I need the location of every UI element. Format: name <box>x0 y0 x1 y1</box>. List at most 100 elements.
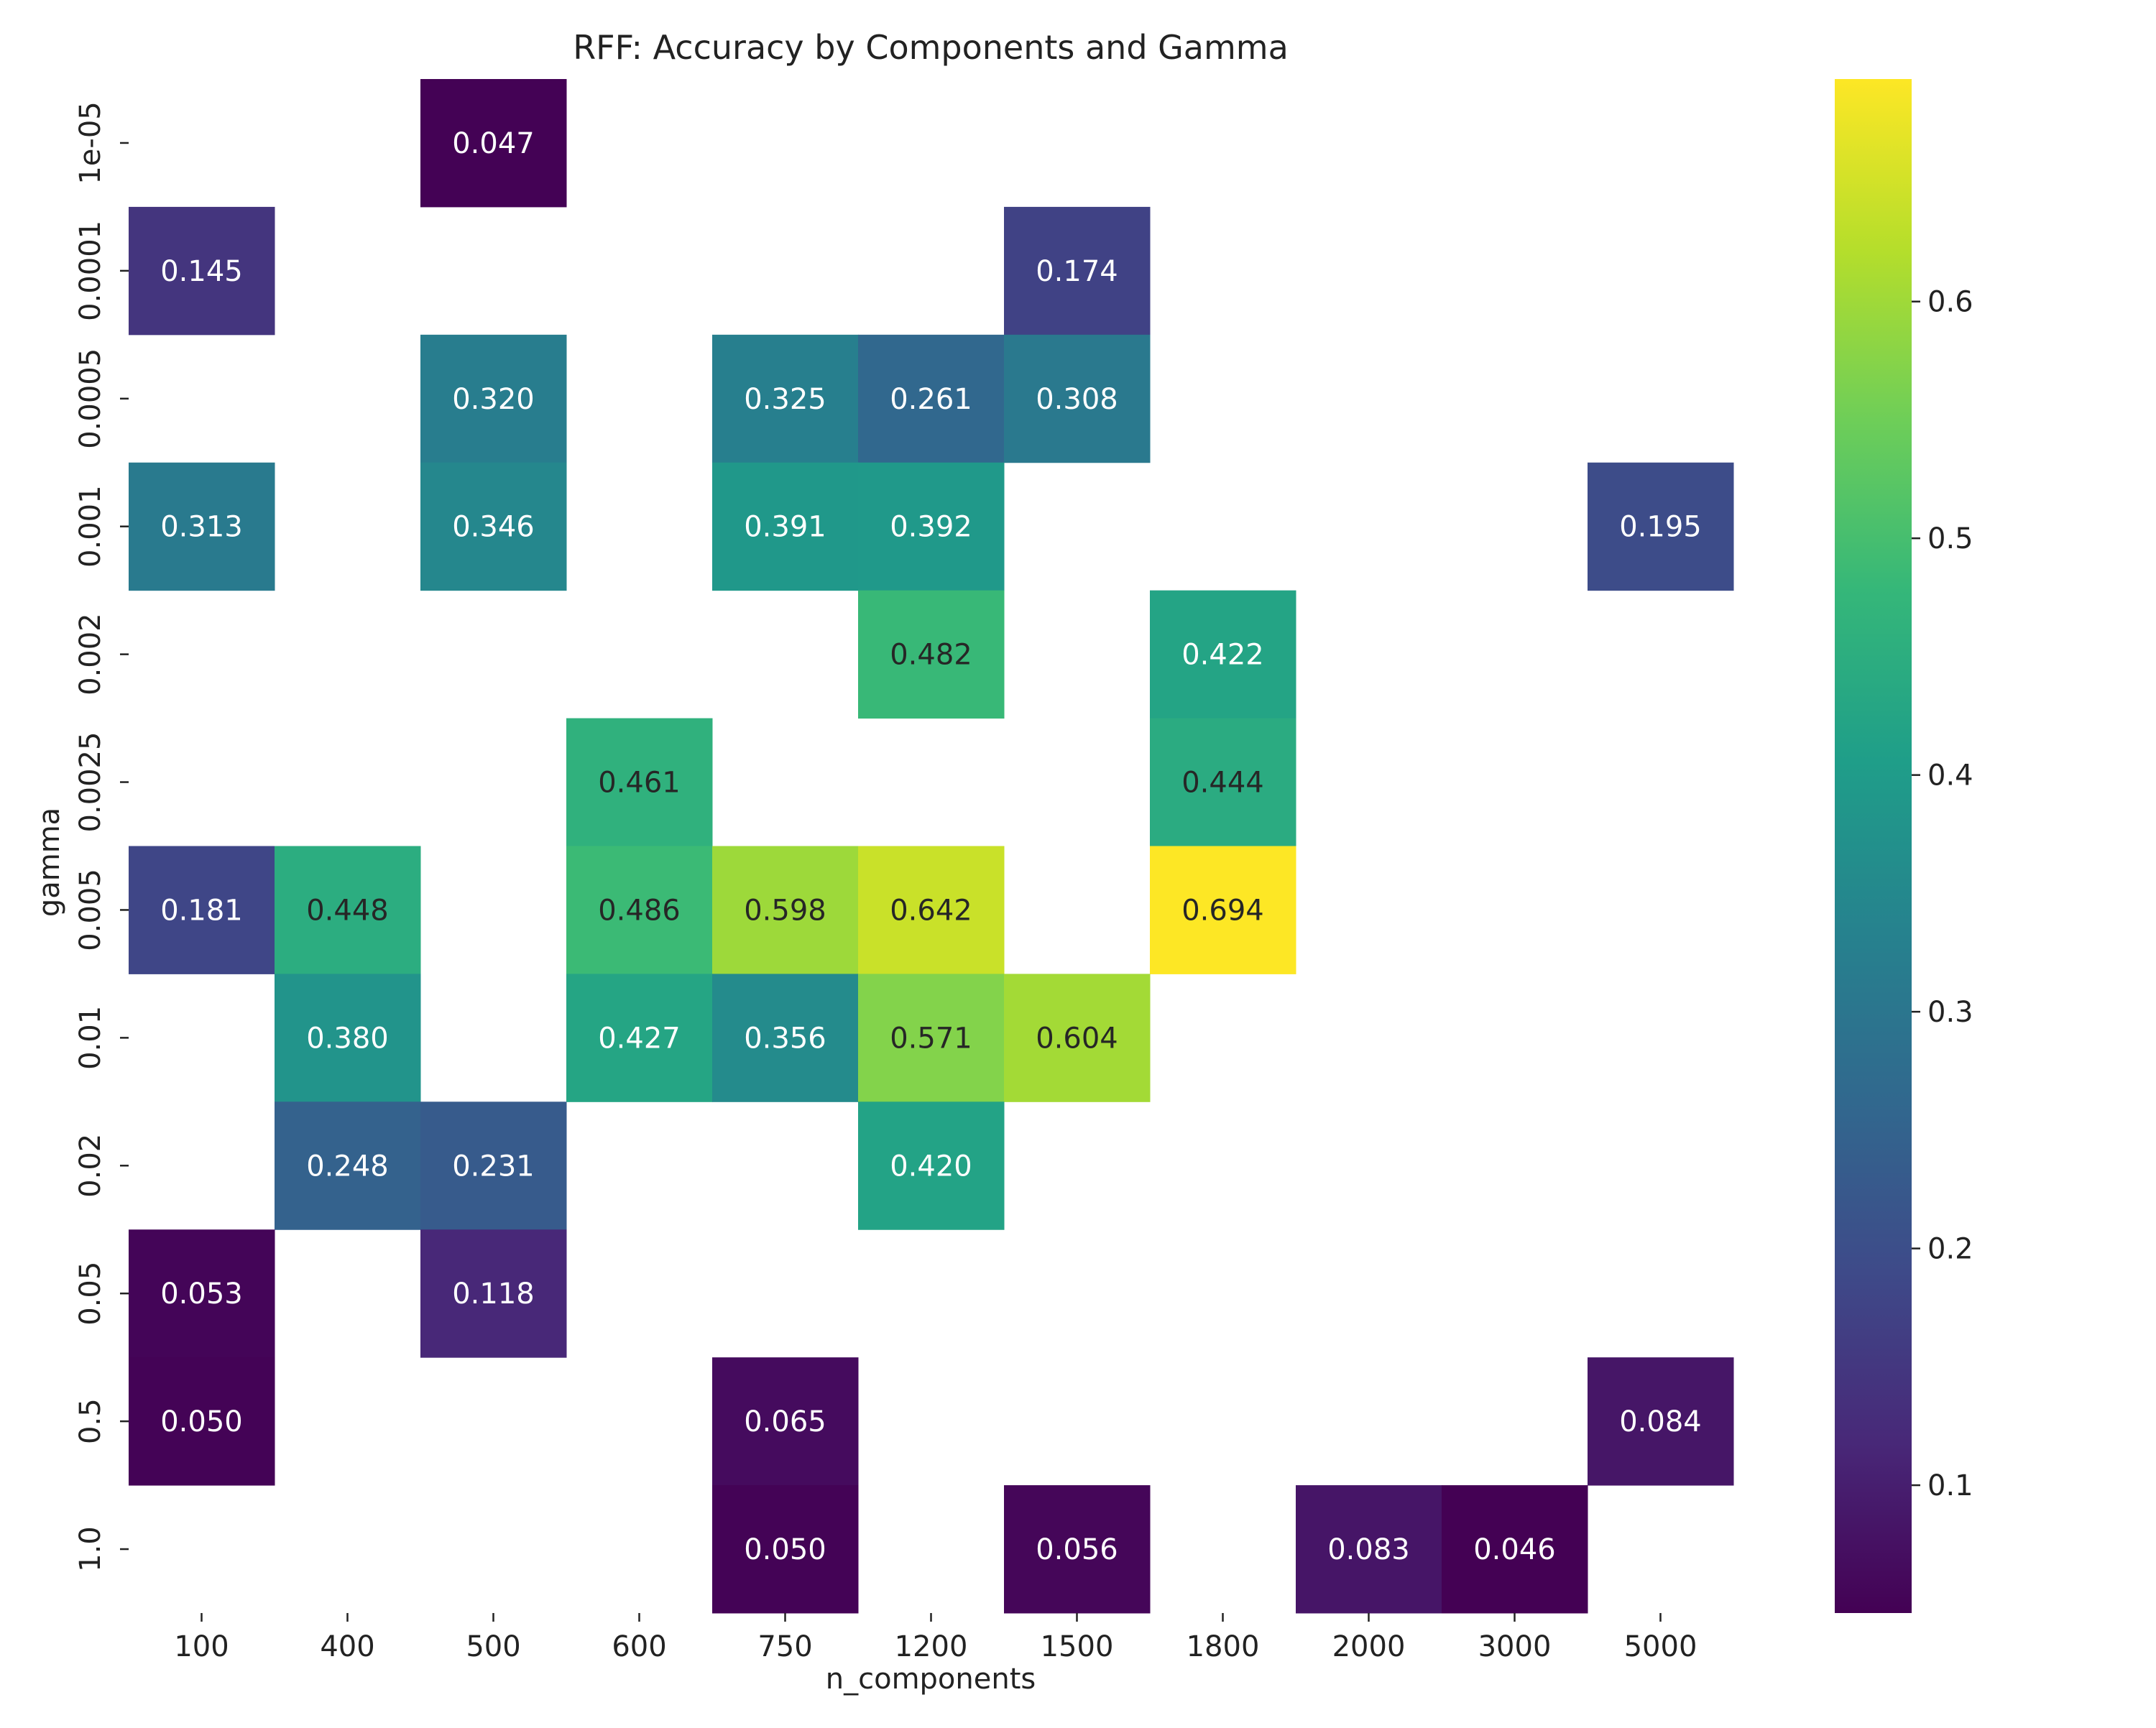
y-tick-label: 0.01 <box>74 1006 107 1070</box>
heatmap-cell <box>712 1485 859 1614</box>
colorbar-tick-label: 0.2 <box>1927 1233 1973 1266</box>
cell-value-label: 0.231 <box>452 1150 535 1183</box>
heatmap-cell <box>1588 462 1734 591</box>
y-tick-label: 0.001 <box>74 485 107 568</box>
heatmap-cell <box>1004 206 1151 336</box>
cell-value-label: 0.248 <box>306 1150 389 1183</box>
heatmap-cell <box>858 1101 1005 1230</box>
heatmap-cell <box>1004 974 1151 1102</box>
heatmap-cell <box>420 462 567 591</box>
cell-value-label: 0.046 <box>1473 1533 1556 1566</box>
colorbar-tick-label: 0.4 <box>1927 759 1973 793</box>
heatmap-cell <box>1588 1357 1734 1486</box>
cell-value-label: 0.308 <box>1036 383 1118 416</box>
y-tick-label: 0.0005 <box>74 348 107 449</box>
y-axis-label: gamma <box>33 808 66 917</box>
cell-value-label: 0.420 <box>890 1150 972 1183</box>
x-tick-label: 1800 <box>1187 1630 1260 1663</box>
heatmap-cell <box>712 974 859 1102</box>
colorbar-tick-label: 0.6 <box>1927 286 1973 319</box>
colorbar-tick-label: 0.5 <box>1927 522 1973 555</box>
x-tick-label: 500 <box>466 1630 520 1663</box>
cell-value-label: 0.598 <box>744 894 826 927</box>
cell-value-label: 0.181 <box>160 894 243 927</box>
heatmap-cells: 0.047 0.145 0.174 0.320 0.325 0.261 0.308 0.313… <box>129 79 1734 1614</box>
heatmap-cell <box>858 590 1005 719</box>
heatmap-cell <box>712 846 859 974</box>
x-tick-label: 600 <box>612 1630 666 1663</box>
cell-value-label: 0.694 <box>1181 894 1264 927</box>
colorbar-gradient <box>1835 79 1912 1613</box>
heatmap-cell <box>566 718 713 846</box>
cell-value-label: 0.571 <box>890 1022 972 1055</box>
cell-value-label: 0.047 <box>452 127 535 160</box>
cell-value-label: 0.604 <box>1036 1022 1118 1055</box>
y-tick-label: 0.0001 <box>74 221 107 321</box>
cell-value-label: 0.174 <box>1036 255 1118 288</box>
cell-value-label: 0.056 <box>1036 1533 1118 1566</box>
colorbar-tick-label: 0.1 <box>1927 1469 1973 1502</box>
cell-value-label: 0.195 <box>1619 511 1702 544</box>
heatmap-cell <box>275 846 421 974</box>
cell-value-label: 0.145 <box>160 255 243 288</box>
cell-value-label: 0.118 <box>452 1277 535 1311</box>
x-tick-label: 750 <box>757 1630 812 1663</box>
heatmap-cell <box>858 846 1005 974</box>
cell-value-label: 0.083 <box>1327 1533 1410 1566</box>
cell-value-label: 0.392 <box>890 511 972 544</box>
cell-value-label: 0.065 <box>744 1405 826 1438</box>
cell-value-label: 0.325 <box>744 383 826 416</box>
cell-value-label: 0.482 <box>890 639 972 672</box>
heatmap-cell <box>420 1229 567 1358</box>
heatmap-cell <box>712 462 859 591</box>
y-tick-label: 0.02 <box>74 1134 107 1198</box>
x-tick-label: 1500 <box>1041 1630 1114 1663</box>
cell-value-label: 0.461 <box>598 767 681 800</box>
colorbar: 0.1 0.2 0.3 0.4 0.5 0.6 <box>1835 79 1973 1613</box>
heatmap-cell <box>712 334 859 463</box>
cell-value-label: 0.486 <box>598 894 681 927</box>
y-axis-ticks: 1e-05 0.0001 0.0005 0.001 0.002 0.0025 0.005 0.… <box>74 101 129 1572</box>
heatmap-cell <box>275 1101 421 1230</box>
heatmap-cell <box>858 334 1005 463</box>
x-tick-label: 5000 <box>1624 1630 1697 1663</box>
x-tick-label: 2000 <box>1332 1630 1406 1663</box>
x-tick-label: 1200 <box>895 1630 968 1663</box>
heatmap-cell <box>1004 334 1151 463</box>
cell-value-label: 0.356 <box>744 1022 826 1055</box>
x-axis-ticks: 100 400 500 600 750 1200 1500 1800 2000 3000 5000 <box>174 1613 1697 1663</box>
y-tick-label: 1e-05 <box>74 101 107 184</box>
heatmap-cell <box>858 974 1005 1102</box>
heatmap-cell <box>420 79 567 208</box>
cell-value-label: 0.427 <box>598 1022 681 1055</box>
cell-value-label: 0.642 <box>890 894 972 927</box>
heatmap-cell <box>566 846 713 974</box>
x-tick-label: 100 <box>174 1630 229 1663</box>
cell-value-label: 0.313 <box>160 511 243 544</box>
heatmap-cell <box>1004 1485 1151 1614</box>
cell-value-label: 0.261 <box>890 383 972 416</box>
heatmap-cell <box>1442 1485 1588 1614</box>
heatmap-cell <box>1296 1485 1442 1614</box>
cell-value-label: 0.320 <box>452 383 535 416</box>
heatmap-cell <box>420 1101 567 1230</box>
heatmap-cell <box>1150 718 1296 846</box>
heatmap-cell <box>129 1229 275 1358</box>
cell-value-label: 0.346 <box>452 511 535 544</box>
heatmap-cell <box>858 462 1005 591</box>
cell-value-label: 0.444 <box>1181 767 1264 800</box>
cell-value-label: 0.422 <box>1181 639 1264 672</box>
cell-value-label: 0.050 <box>744 1533 826 1566</box>
heatmap-cell <box>275 974 421 1102</box>
cell-value-label: 0.050 <box>160 1405 243 1438</box>
y-tick-label: 0.005 <box>74 869 107 951</box>
colorbar-tick-label: 0.3 <box>1927 996 1973 1029</box>
y-tick-label: 0.0025 <box>74 732 107 833</box>
heatmap-cell <box>712 1357 859 1486</box>
heatmap-cell <box>129 846 275 974</box>
heatmap-cell <box>129 206 275 336</box>
cell-value-label: 0.448 <box>306 894 389 927</box>
x-axis-label: n_components <box>826 1663 1036 1696</box>
